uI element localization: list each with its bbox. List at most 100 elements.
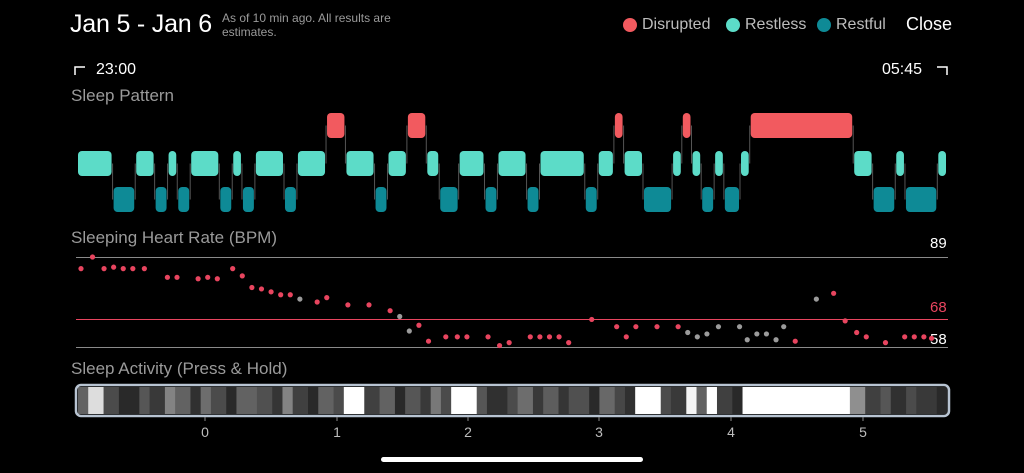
heart-rate-point (763, 331, 770, 337)
activity-segment (849, 387, 866, 414)
activity-segment (440, 387, 452, 414)
sleep-stage-restless (673, 151, 681, 176)
sleep-stage-restless (624, 151, 642, 176)
sleep-stage-restful (440, 187, 458, 212)
sleep-stage-restless (715, 151, 723, 176)
restful-dot-icon (817, 18, 831, 32)
activity-segment (916, 387, 938, 414)
heart-rate-point (675, 324, 681, 330)
activity-segment (318, 387, 335, 414)
heart-rate-point (921, 334, 927, 340)
heart-rate-point (744, 337, 750, 343)
activity-segment (333, 387, 345, 414)
activity-segment (517, 387, 534, 414)
activity-segment (420, 387, 432, 414)
sleep-stage-disrupted (614, 113, 623, 138)
heart-rate-point (214, 276, 220, 282)
heart-rate-point (527, 334, 533, 340)
restless-dot-icon (726, 18, 740, 32)
hr-avg-value: 68 (930, 299, 947, 316)
activity-segment (880, 387, 892, 414)
heart-rate-point (287, 292, 293, 298)
activity-segment (430, 387, 442, 414)
heart-rate-point (249, 284, 255, 291)
activity-segment (451, 387, 478, 414)
activity-segment (599, 387, 616, 414)
activity-segment (543, 387, 560, 414)
heart-rate-point (101, 266, 107, 272)
sleep-stage-restless (540, 151, 584, 176)
heart-rate-point (195, 276, 201, 282)
heart-rate-point (685, 329, 691, 336)
heart-rate-point (633, 324, 639, 330)
sleep-stage-restful (155, 187, 167, 212)
activity-segment (88, 387, 105, 414)
heart-rate-point (425, 338, 432, 344)
sleep-stage-restless (233, 151, 241, 176)
activity-segment (164, 387, 176, 414)
heart-rate-point (111, 264, 117, 270)
heart-rate-point (258, 286, 265, 292)
heart-rate-point (715, 324, 722, 330)
heart-rate-point (89, 254, 96, 260)
activity-segment (476, 387, 488, 414)
sleep-stage-disrupted (407, 113, 426, 138)
heart-rate-point (842, 318, 848, 324)
heart-rate-point (278, 292, 284, 298)
activity-segment (716, 387, 733, 414)
activity-segment (936, 387, 948, 414)
activity-segment (210, 387, 227, 414)
sleep-stage-restless (136, 151, 154, 176)
sleep-stage-restless (168, 151, 177, 176)
heart-rate-point (754, 331, 760, 337)
heart-rate-point (174, 274, 180, 280)
sleep-stage-restful (220, 187, 232, 212)
sleep-stage-restless (459, 151, 484, 176)
disrupted-dot-icon (623, 18, 637, 32)
sleep-stage-restless (427, 151, 439, 176)
sleep-stage-disrupted (327, 113, 345, 138)
activity-segment (282, 387, 294, 414)
legend-disrupted: Disrupted (623, 16, 710, 34)
activity-segment (486, 387, 508, 414)
activity-segment (624, 387, 636, 414)
sleep-stage-restless (297, 151, 326, 176)
heart-rate-point (781, 324, 787, 330)
hr-max-line (76, 257, 948, 258)
heart-rate-point (813, 296, 819, 302)
activity-segment (614, 387, 626, 414)
sleep-stage-restful (284, 187, 296, 212)
heart-rate-point (314, 299, 320, 305)
sleep-stage-restful (242, 187, 254, 212)
heart-rate-point (623, 334, 629, 340)
home-indicator[interactable] (381, 457, 643, 462)
sleep-stage-restful (724, 187, 740, 212)
heart-rate-point (496, 342, 503, 349)
heart-rate-point (863, 334, 869, 340)
heart-rate-point (387, 308, 393, 314)
heart-rate-point (792, 338, 798, 344)
page-title: Jan 5 - Jan 6 (70, 10, 212, 38)
axis-tick-label: 4 (727, 424, 735, 440)
sleep-stage-restless (191, 151, 219, 176)
activity-segment (706, 387, 718, 414)
sleep-stage-restless (498, 151, 526, 176)
heart-rate-point (130, 266, 136, 272)
heart-rate-point (120, 266, 126, 272)
legend-restless: Restless (726, 16, 806, 34)
heart-rate-point (205, 274, 211, 280)
sleep-stage-restless (741, 151, 749, 176)
sleep-stage-restless (346, 151, 374, 176)
heart-rate-point (324, 295, 330, 301)
axis-tick-label: 5 (859, 424, 867, 440)
activity-segment (308, 387, 319, 414)
heart-rate-point (230, 266, 236, 272)
axis-tick-label: 3 (595, 424, 603, 440)
heart-rate-point (464, 334, 470, 340)
hr-avg-line (76, 319, 948, 320)
sleep-stage-restful (702, 187, 714, 212)
close-button[interactable]: Close (906, 14, 953, 34)
